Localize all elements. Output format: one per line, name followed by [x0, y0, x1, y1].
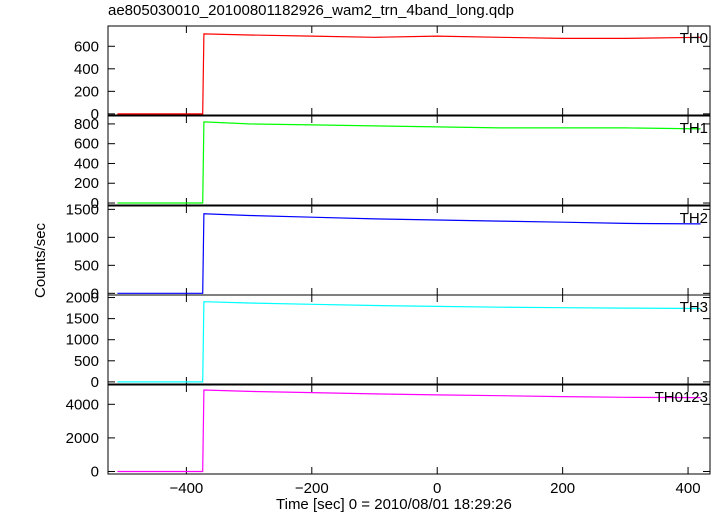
- series-line-th2: [117, 213, 701, 294]
- y-tick-label-th0: 0: [91, 106, 99, 123]
- y-tick-label-th3: 0: [91, 374, 99, 391]
- x-tick-label: 0: [433, 480, 441, 497]
- x-tick-label: −200: [295, 480, 329, 497]
- x-tick-label: −400: [169, 480, 203, 497]
- y-tick-label-th3: 500: [74, 353, 99, 370]
- y-tick-label-th3: 1000: [66, 332, 99, 349]
- y-tick-label-th1: 400: [74, 155, 99, 172]
- x-axis-label: Time [sec] 0 = 2010/08/01 18:29:26: [276, 496, 512, 513]
- y-tick-label-th1: 200: [74, 175, 99, 192]
- y-tick-label-th1: 800: [74, 116, 99, 133]
- y-tick-label-th2: 500: [74, 257, 99, 274]
- chart-title: ae805030010_20100801182926_wam2_trn_4ban…: [108, 2, 514, 19]
- series-label-th2: TH2: [680, 210, 708, 227]
- y-tick-label-th1: 600: [74, 136, 99, 153]
- panel-frame-th0123: [107, 384, 711, 475]
- y-tick-label-th2: 1000: [66, 229, 99, 246]
- y-tick-label-th0: 600: [74, 38, 99, 55]
- y-tick-label-th0123: 4000: [66, 396, 99, 413]
- y-tick-label-th1: 0: [91, 195, 99, 212]
- series-label-th0: TH0: [680, 30, 708, 47]
- panel-frame-th1: [107, 115, 711, 206]
- x-tick-label: 400: [676, 480, 701, 497]
- x-tick-label: 200: [550, 480, 575, 497]
- y-tick-label-th0: 400: [74, 61, 99, 78]
- series-label-th3: TH3: [680, 299, 708, 316]
- y-tick-label-th0: 200: [74, 83, 99, 100]
- series-line-th0123: [117, 389, 701, 473]
- panel-frame-th0: [107, 25, 711, 116]
- y-tick-label-th2: 1500: [66, 201, 99, 218]
- y-tick-label-th0123: 2000: [66, 430, 99, 447]
- series-label-th1: TH1: [680, 120, 708, 137]
- series-line-th3: [117, 301, 701, 383]
- y-tick-label-th0123: 0: [91, 463, 99, 480]
- series-line-th0: [117, 33, 701, 115]
- y-tick-label-th3: 2000: [66, 290, 99, 307]
- y-tick-label-th3: 1500: [66, 311, 99, 328]
- series-line-th1: [117, 121, 701, 204]
- y-tick-label-th2: 0: [91, 285, 99, 302]
- series-label-th0123: TH0123: [655, 389, 708, 406]
